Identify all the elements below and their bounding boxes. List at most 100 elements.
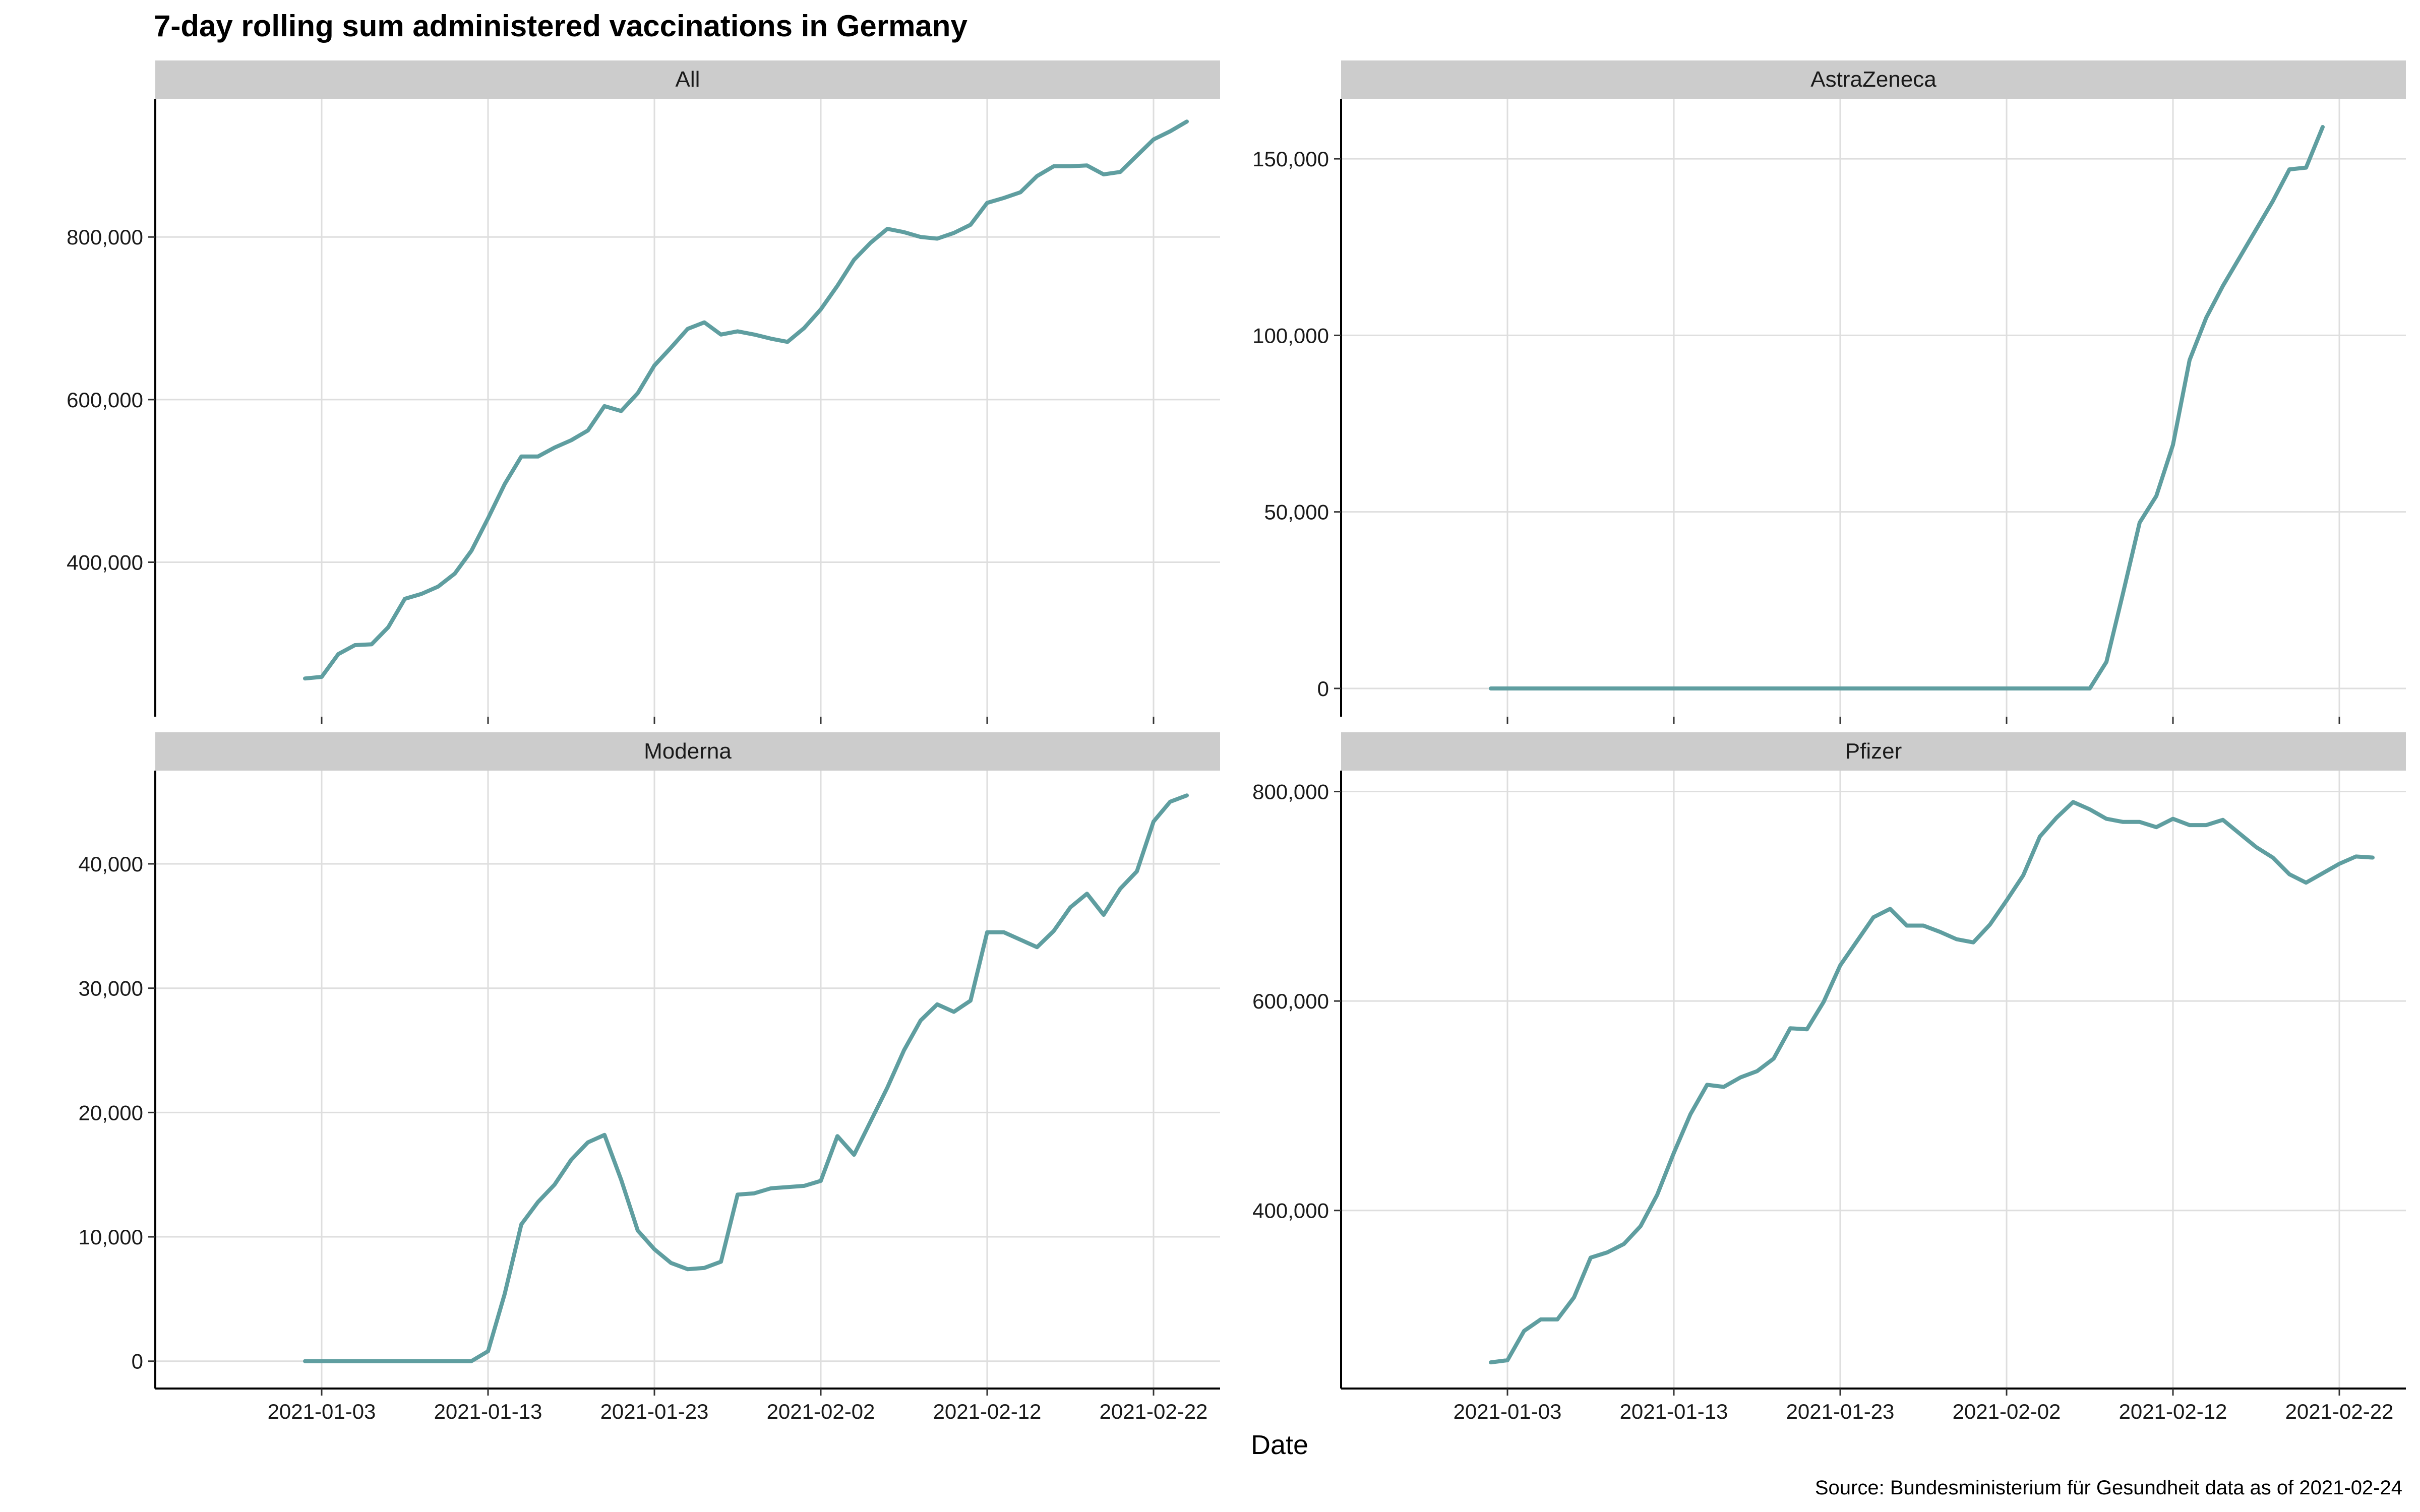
data-point [2089, 688, 2091, 689]
data-point [1956, 938, 1958, 940]
data-point [903, 231, 905, 233]
panel-all: All 400,000 600,000 800,000 [67, 60, 1220, 724]
series-line [1489, 800, 2375, 1365]
data-point [1037, 175, 1038, 177]
data-point [1873, 916, 1874, 918]
data-point [521, 456, 522, 457]
data-point [2189, 359, 2191, 361]
data-point [1136, 870, 1138, 872]
data-point [471, 550, 472, 551]
source-caption: Source: Bundesministerium für Gesundheit… [1815, 1477, 2402, 1499]
data-point [388, 1360, 389, 1362]
data-point [2089, 808, 2091, 810]
data-point [371, 644, 373, 645]
data-point [937, 238, 938, 239]
data-point [2189, 825, 2191, 826]
data-point [920, 236, 922, 238]
data-point [1723, 1086, 1725, 1088]
x-tick-label: 2021-01-13 [434, 1400, 542, 1423]
data-point [920, 1020, 922, 1021]
data-point [953, 232, 955, 234]
data-point [687, 1269, 689, 1270]
data-point [1757, 688, 1758, 689]
data-point [2339, 863, 2340, 864]
data-point [305, 1360, 306, 1362]
panel-moderna: Moderna 0 10,000 20,000 30,000 40,000 2021-01-… [79, 732, 1220, 1423]
data-point [521, 1224, 522, 1225]
data-point [1673, 1152, 1675, 1154]
data-point [2023, 874, 2024, 876]
data-point [2123, 592, 2124, 594]
data-point [2056, 817, 2058, 818]
data-point [504, 483, 506, 485]
y-tick-label: 600,000 [67, 388, 143, 412]
data-point [654, 365, 655, 366]
data-point [2272, 857, 2274, 858]
data-point [1120, 888, 1121, 890]
data-point [471, 1360, 472, 1362]
panel-pfizer: Pfizer 400,000 600,000 800,000 2021-01-03 202… [1252, 732, 2406, 1423]
data-point [937, 1003, 938, 1005]
data-point [2372, 857, 2374, 858]
data-point [953, 1011, 955, 1013]
data-point [504, 1293, 506, 1295]
data-point [787, 1186, 789, 1188]
data-point [687, 328, 689, 330]
data-point [438, 586, 439, 587]
series-line [1489, 125, 2325, 690]
data-point [354, 1360, 356, 1362]
data-point [1940, 931, 1941, 933]
y-tick-label: 0 [1317, 677, 1329, 701]
data-point [1856, 688, 1858, 689]
data-point [1690, 1113, 1691, 1115]
y-tick-label: 50,000 [1264, 500, 1329, 524]
data-point [1020, 192, 1021, 193]
y-tick-label: 0 [132, 1350, 143, 1373]
data-point [2039, 836, 2041, 837]
data-point [554, 447, 556, 449]
y-tick-label: 10,000 [79, 1225, 143, 1249]
data-point [2256, 846, 2257, 848]
y-tick-label: 600,000 [1252, 989, 1329, 1013]
data-point [2206, 825, 2207, 826]
data-point [1923, 688, 1924, 689]
data-point [1574, 1297, 1575, 1298]
data-point [1640, 1225, 1642, 1227]
y-tick-label: 800,000 [1252, 780, 1329, 804]
data-point [1740, 1077, 1741, 1078]
data-point [1757, 1070, 1758, 1072]
data-point [2306, 167, 2307, 168]
y-tick-label: 400,000 [1252, 1199, 1329, 1223]
data-point [2039, 688, 2041, 689]
y-tick-label: 20,000 [79, 1101, 143, 1124]
x-tick-label: 2021-01-13 [1620, 1400, 1728, 1423]
data-point [820, 308, 822, 310]
data-point [1923, 925, 1924, 926]
data-point [537, 1202, 539, 1203]
data-point [554, 1184, 556, 1185]
data-point [1590, 1257, 1592, 1258]
data-point [637, 1230, 639, 1231]
data-point [2123, 821, 2124, 823]
data-point [887, 1087, 888, 1089]
data-point [1873, 688, 1874, 689]
data-point [621, 410, 622, 412]
data-point [970, 1000, 972, 1001]
data-point [2289, 873, 2290, 875]
data-point [1707, 688, 1708, 689]
data-point [2322, 872, 2324, 874]
data-point [1524, 688, 1525, 689]
x-axis-title: Date [1251, 1430, 1308, 1460]
data-point [1940, 688, 1941, 689]
y-tick-label: 400,000 [67, 551, 143, 575]
data-point [2272, 201, 2274, 202]
data-point [1020, 939, 1021, 940]
x-tick-label: 2021-02-22 [1100, 1400, 1208, 1423]
data-point [1989, 688, 1991, 689]
y-tick-label: 40,000 [79, 852, 143, 876]
data-point [1773, 688, 1775, 689]
facet-strip [1341, 732, 2406, 771]
y-tick-label: 100,000 [1252, 324, 1329, 347]
data-point [1186, 795, 1188, 796]
